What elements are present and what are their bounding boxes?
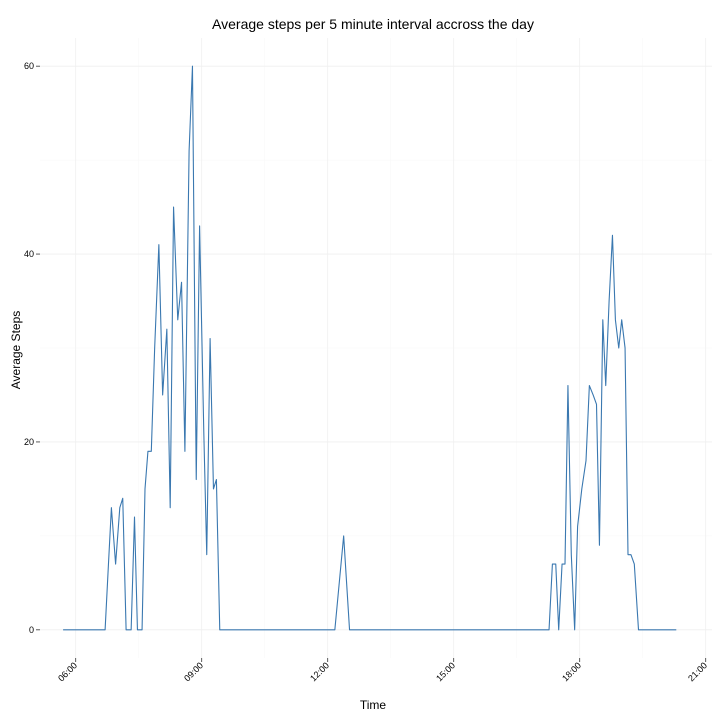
- x-tick-label: 21:00: [686, 660, 709, 683]
- y-tick-label: 60: [24, 61, 34, 71]
- y-tick-label: 0: [29, 625, 34, 635]
- y-axis: 0 20 40 60: [24, 61, 40, 635]
- y-tick-label: 20: [24, 437, 34, 447]
- x-tick-label: 15:00: [434, 660, 457, 683]
- x-tick-label: 09:00: [182, 660, 205, 683]
- chart-title: Average steps per 5 minute interval accr…: [212, 16, 534, 32]
- x-axis-title: Time: [360, 698, 387, 712]
- x-axis: 06:00 09:00 12:00 15:00 18:00 21:00: [56, 658, 709, 683]
- grid: [40, 38, 712, 658]
- x-tick-label: 18:00: [560, 660, 583, 683]
- y-axis-title: Average Steps: [9, 311, 23, 390]
- y-tick-label: 40: [24, 249, 34, 259]
- x-tick-label: 06:00: [56, 660, 79, 683]
- series-line: [63, 65, 677, 631]
- x-tick-label: 12:00: [308, 660, 331, 683]
